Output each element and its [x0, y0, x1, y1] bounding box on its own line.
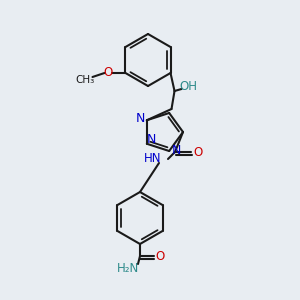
Text: O: O — [194, 146, 202, 160]
Text: CH₃: CH₃ — [76, 75, 95, 85]
Text: HN: HN — [143, 152, 161, 166]
Text: N: N — [136, 112, 146, 125]
Text: N: N — [172, 143, 181, 157]
Text: H₂N: H₂N — [117, 262, 139, 275]
Text: O: O — [155, 250, 165, 263]
Text: N: N — [147, 133, 157, 146]
Text: O: O — [104, 65, 113, 79]
Text: OH: OH — [179, 80, 197, 92]
